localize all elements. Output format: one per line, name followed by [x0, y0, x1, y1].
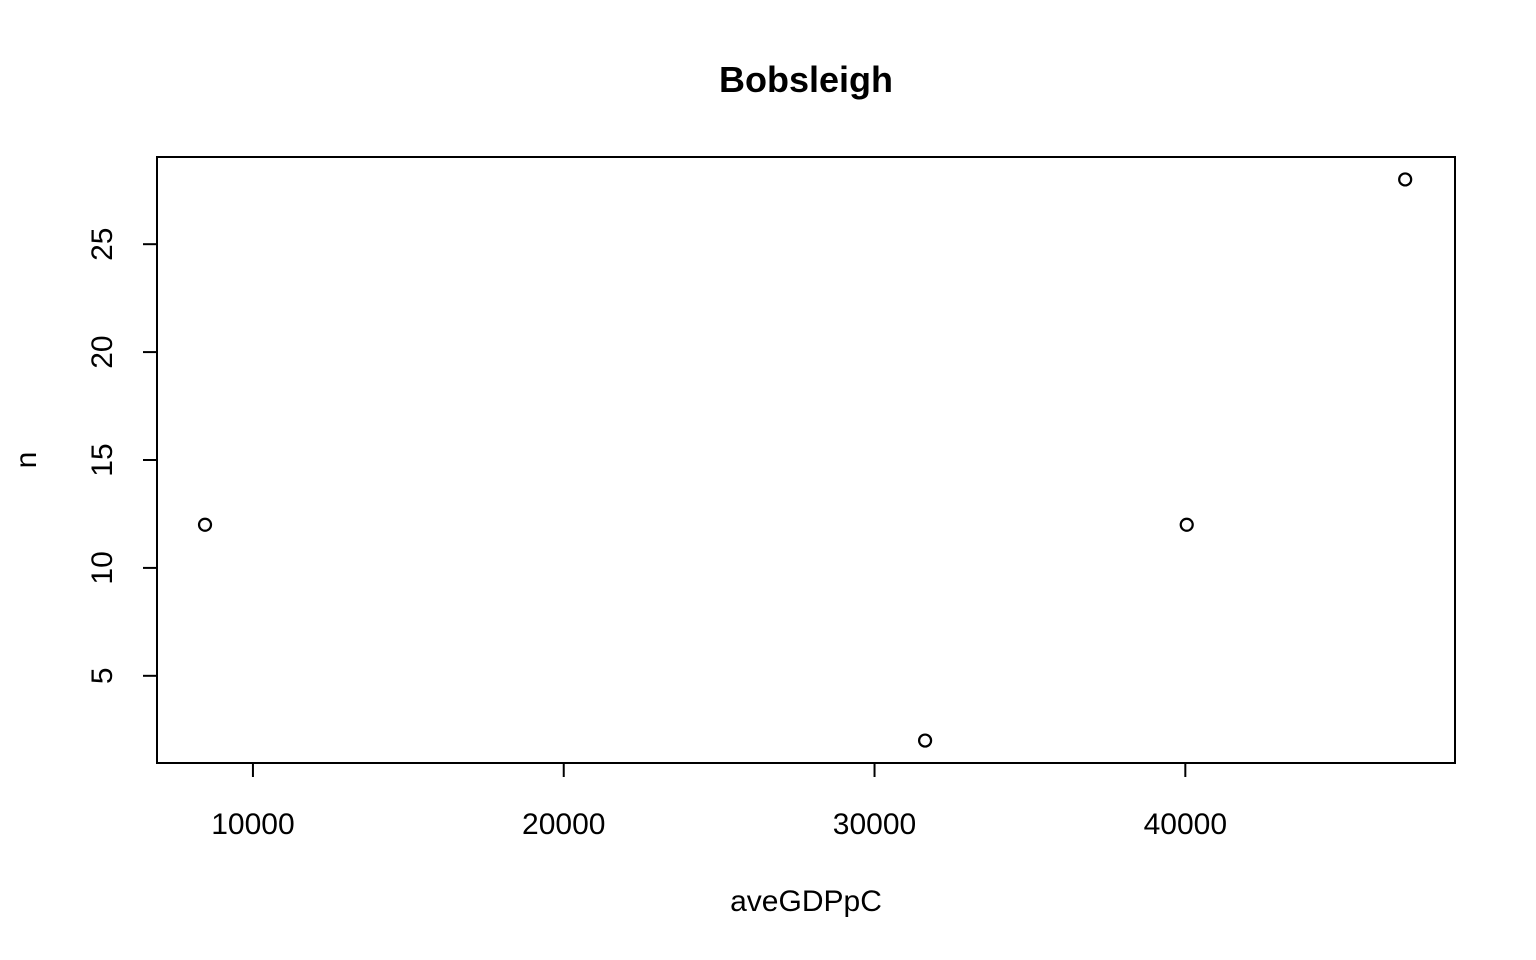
y-axis-label: n — [10, 452, 43, 469]
data-point — [1398, 172, 1413, 187]
y-axis: 5 10 15 20 25 — [86, 228, 158, 684]
plot-frame — [156, 156, 1456, 764]
x-tick-label: 30000 — [833, 808, 916, 841]
data-points — [197, 172, 1413, 748]
x-axis-label: aveGDPpC — [730, 885, 882, 918]
y-tick-label: 25 — [86, 228, 119, 261]
data-point — [1179, 517, 1194, 532]
x-tick-label: 20000 — [522, 808, 605, 841]
x-axis: 10000 20000 30000 40000 — [211, 762, 1227, 841]
y-tick-label: 20 — [86, 335, 119, 368]
chart-title: Bobsleigh — [719, 59, 893, 100]
y-tick-label: 5 — [86, 667, 119, 684]
data-point — [917, 733, 933, 748]
y-tick-label: 10 — [86, 551, 119, 584]
x-tick-label: 10000 — [211, 808, 294, 841]
y-tick-label: 15 — [86, 443, 119, 476]
data-point — [197, 517, 213, 532]
x-tick-label: 40000 — [1144, 808, 1227, 841]
